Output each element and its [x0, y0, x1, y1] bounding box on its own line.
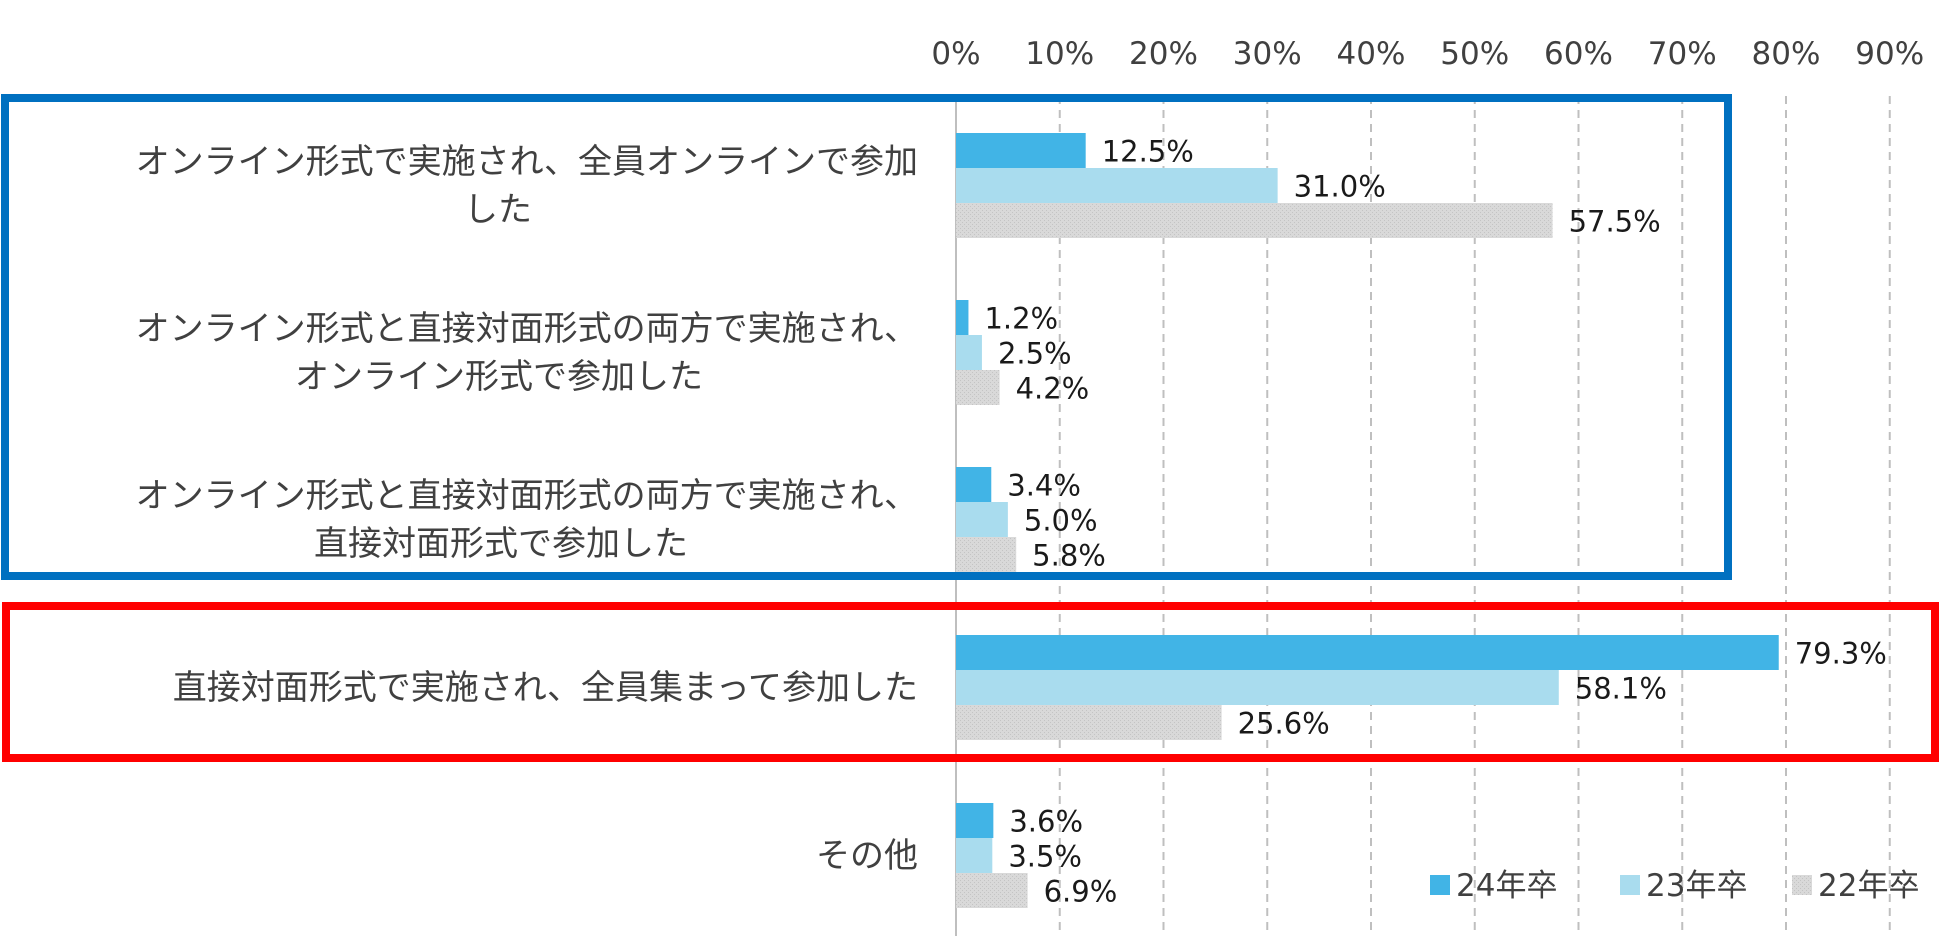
x-tick-label: 70%: [1648, 36, 1717, 72]
bar: [956, 873, 1028, 908]
data-label: 3.5%: [1008, 840, 1082, 874]
category-label: その他: [816, 836, 918, 876]
bar: [956, 537, 1017, 572]
legend-swatch: [1430, 875, 1450, 895]
data-label: 3.6%: [1009, 805, 1083, 839]
x-tick-label: 60%: [1544, 36, 1613, 72]
bar: [956, 705, 1222, 740]
bar: [956, 467, 992, 502]
category-label: オンライン形式と直接対面形式の両方で実施され、: [136, 476, 918, 516]
data-label: 79.3%: [1795, 637, 1887, 671]
x-tick-label: 50%: [1440, 36, 1509, 72]
bar: [956, 300, 969, 335]
legend-label: 22年卒: [1818, 868, 1919, 904]
x-tick-label: 0%: [931, 36, 980, 72]
x-tick-label: 20%: [1129, 36, 1198, 72]
x-tick-label: 40%: [1337, 36, 1406, 72]
category-label: オンライン形式と直接対面形式の両方で実施され、: [136, 309, 918, 349]
data-label: 31.0%: [1294, 170, 1386, 204]
bar: [956, 670, 1559, 705]
data-label: 5.8%: [1032, 539, 1106, 573]
legend-swatch: [1620, 875, 1640, 895]
data-label: 57.5%: [1569, 205, 1661, 239]
data-label: 6.9%: [1044, 875, 1118, 909]
bar: [956, 335, 982, 370]
x-tick-label: 90%: [1855, 36, 1924, 72]
category-label: 直接対面形式で実施され、全員集まって参加した: [173, 668, 918, 708]
data-label: 25.6%: [1238, 707, 1330, 741]
category-label: オンライン形式で参加した: [295, 357, 703, 397]
highlight-box-online: [1, 94, 1732, 580]
data-label: 3.4%: [1007, 469, 1081, 503]
legend-swatch: [1792, 875, 1812, 895]
x-tick-label: 30%: [1233, 36, 1302, 72]
x-tick-label: 80%: [1752, 36, 1821, 72]
data-label: 2.5%: [998, 337, 1072, 371]
legend-label: 23年卒: [1646, 868, 1747, 904]
bar: [956, 203, 1553, 238]
bar: [956, 803, 994, 838]
data-label: 5.0%: [1024, 504, 1098, 538]
data-label: 12.5%: [1102, 135, 1194, 169]
bar: [956, 502, 1008, 537]
highlight-box-in-person: [2, 602, 1939, 762]
legend-label: 24年卒: [1456, 868, 1557, 904]
category-label: した: [464, 190, 532, 230]
data-label: 58.1%: [1575, 672, 1667, 706]
bar: [956, 168, 1278, 203]
data-label: 1.2%: [984, 302, 1058, 336]
bar: [956, 635, 1779, 670]
category-label: 直接対面形式で参加した: [314, 524, 688, 564]
bar: [956, 838, 993, 873]
bar: [956, 370, 1000, 405]
category-label: オンライン形式で実施され、全員オンラインで参加: [136, 142, 918, 182]
x-tick-label: 10%: [1025, 36, 1094, 72]
bar: [956, 133, 1086, 168]
data-label: 4.2%: [1016, 372, 1090, 406]
